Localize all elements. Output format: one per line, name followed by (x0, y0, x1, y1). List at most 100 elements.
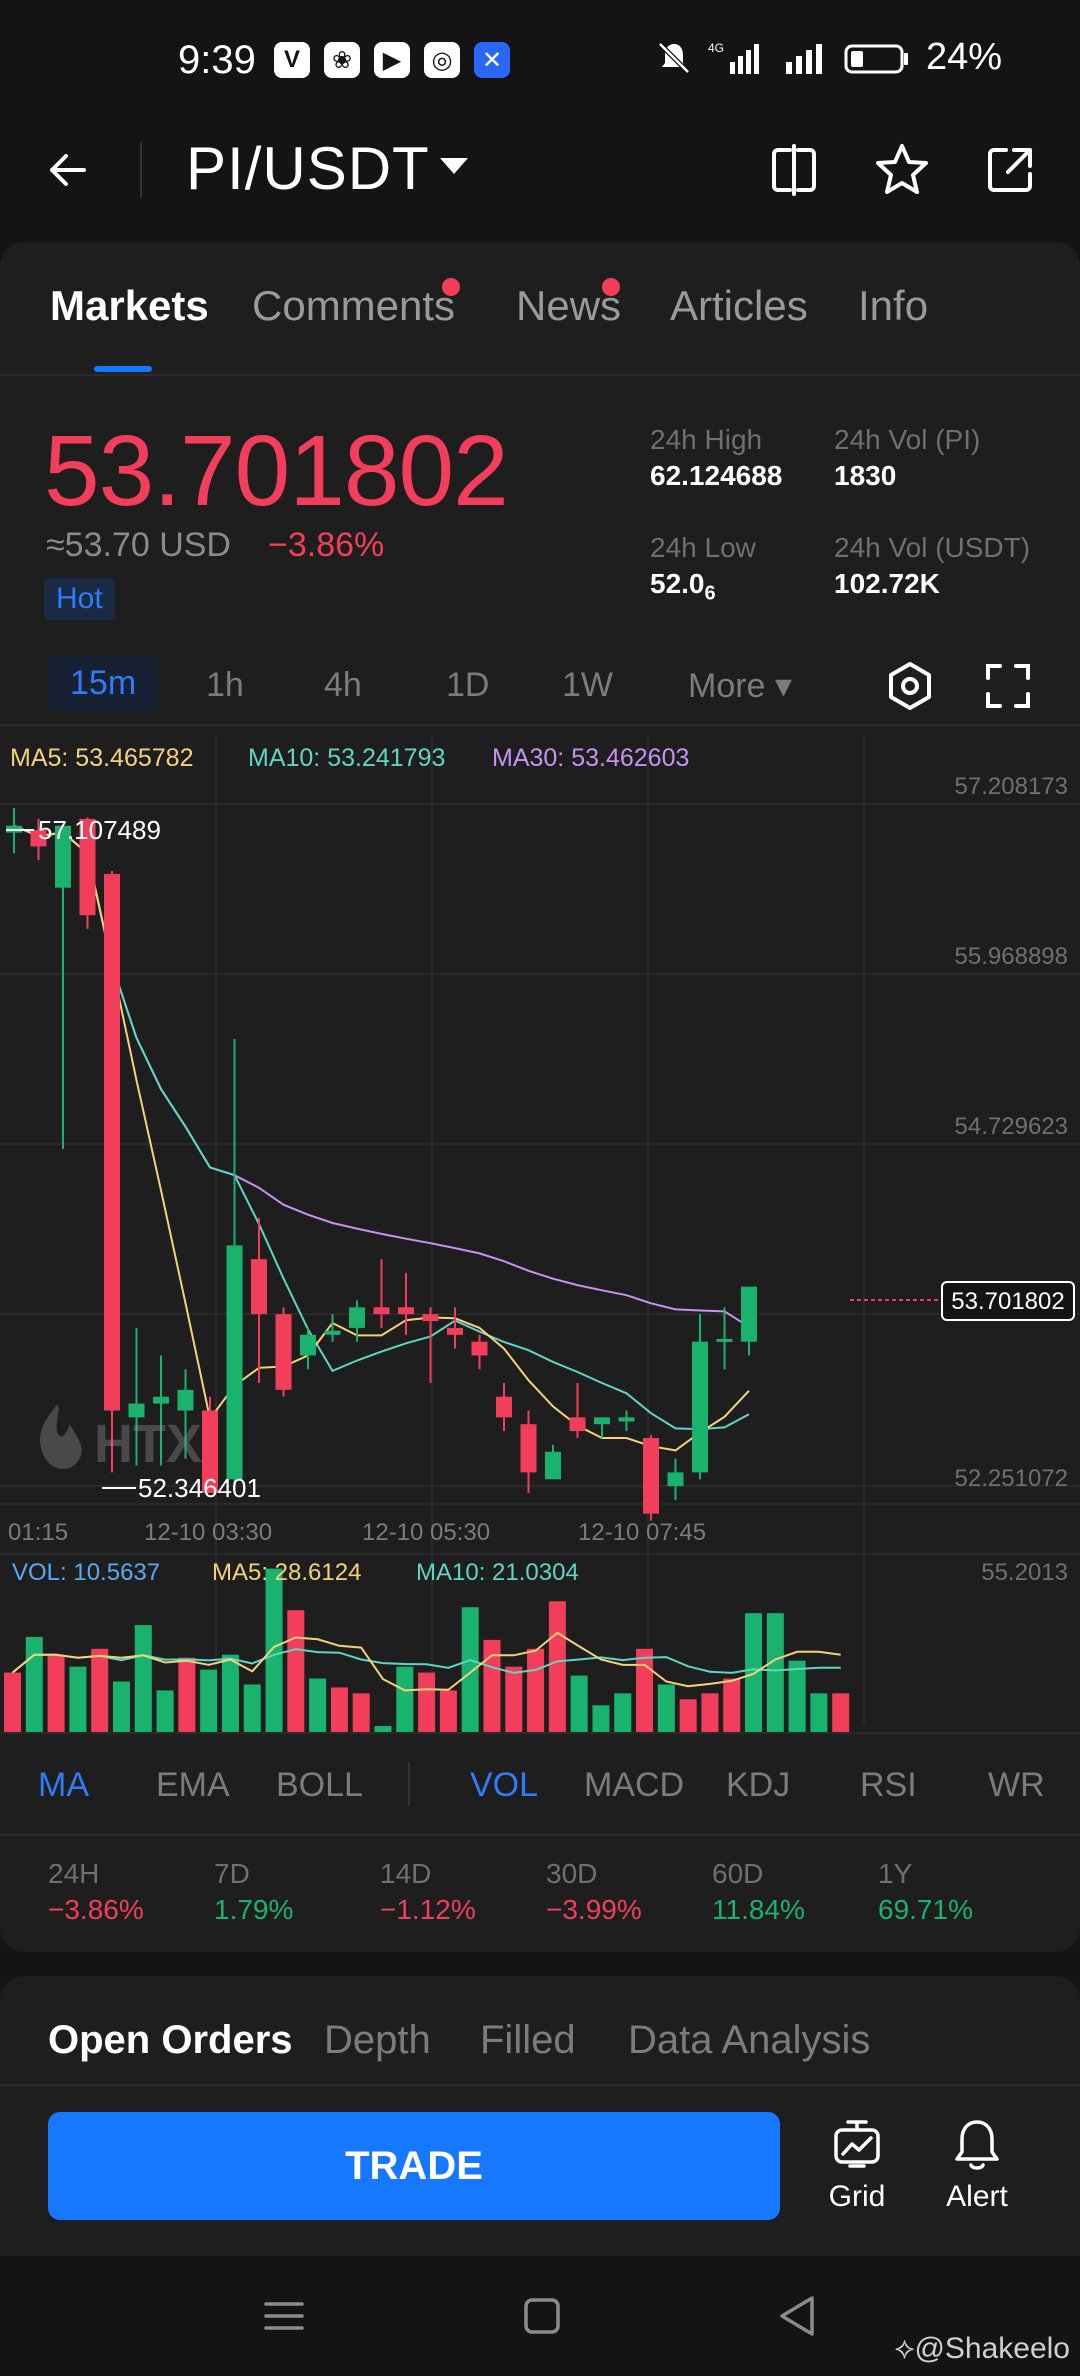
volume-bar (265, 1568, 283, 1732)
indicator-ema[interactable]: EMA (156, 1766, 230, 1804)
candle-body (104, 873, 120, 1411)
order-tabs: Open Orders Depth Filled Data Analysis (0, 1976, 1080, 2086)
clock: 9:39 (178, 38, 256, 82)
volume-bar (200, 1669, 218, 1732)
volume-bar (461, 1607, 479, 1732)
compare-icon[interactable] (764, 140, 824, 200)
ma5-line (13, 824, 750, 1452)
indicator-wr[interactable]: WR (988, 1766, 1045, 1804)
vol-usdt-value: 102.72K (834, 568, 940, 599)
time-axis-label: 12-10 05:30 (362, 1519, 490, 1546)
interval-1d[interactable]: 1D (446, 666, 490, 704)
volume-bar (69, 1666, 87, 1732)
candle-body (741, 1286, 757, 1342)
share-icon[interactable] (980, 140, 1040, 200)
ma10-legend: MA10: 53.241793 (248, 744, 445, 772)
time-axis-label: 01:15 (8, 1519, 68, 1546)
time-axis-label: 12-10 03:30 (144, 1519, 272, 1546)
trade-button[interactable]: TRADE (48, 2112, 780, 2220)
interval-1w[interactable]: 1W (562, 666, 613, 704)
back-arrow-icon[interactable] (40, 140, 100, 200)
volume-bar (352, 1693, 370, 1732)
vol-ma10-legend: MA10: 21.0304 (416, 1559, 579, 1586)
interval-more[interactable]: More ▾ (688, 667, 792, 705)
x-app-icon: ✕ (474, 42, 510, 78)
svg-text:HTX: HTX (94, 1414, 202, 1474)
candle-body (79, 818, 96, 916)
volume-bar (112, 1681, 130, 1732)
volume-bar (91, 1648, 109, 1732)
tab-info[interactable]: Info (858, 282, 929, 329)
watermark-text: ⟡@Shakeelo (894, 2332, 1070, 2365)
candle-body (349, 1307, 365, 1328)
caret-down-icon[interactable] (440, 158, 468, 174)
signal-4g-icon: 4G (708, 41, 759, 74)
price-change: −3.86% (268, 526, 385, 564)
interval-15m[interactable]: 15m (48, 656, 159, 711)
volume-bar (527, 1648, 545, 1732)
tab-depth[interactable]: Depth (324, 2018, 431, 2062)
max-price-label: 57.107489 (38, 815, 161, 845)
tab-articles[interactable]: Articles (670, 282, 808, 329)
high-value: 62.124688 (650, 460, 783, 491)
interval-4h[interactable]: 4h (324, 666, 362, 704)
interval-bar: 15m 1h 4h 1D 1W More ▾ (0, 646, 1080, 726)
volume-bar (221, 1654, 239, 1732)
indicator-vol[interactable]: VOL (470, 1766, 539, 1804)
alert-button[interactable]: Alert (922, 2116, 1032, 2214)
home-icon[interactable] (512, 2286, 572, 2346)
performance-row: 24H −3.86% 7D 1.79% 14D −1.12% 30D −3.99… (0, 1848, 1080, 1948)
pair-selector[interactable]: PI/USDT (186, 135, 430, 202)
perf-label: 7D (214, 1858, 250, 1889)
indicator-ma[interactable]: MA (38, 1766, 89, 1804)
tab-comments[interactable]: Comments (252, 282, 456, 329)
divider (140, 142, 142, 198)
volume-bar (374, 1726, 392, 1732)
tab-open-orders[interactable]: Open Orders (48, 2018, 293, 2062)
fullscreen-icon[interactable] (982, 660, 1034, 712)
candle-body (55, 825, 71, 888)
tab-markets[interactable]: Markets (50, 282, 209, 329)
indicator-kdj[interactable]: KDJ (726, 1766, 791, 1804)
chart-canvas[interactable]: HTX MA5: 53.465782 MA10: 53.241793 MA30:… (0, 734, 1080, 1732)
volume-bar (396, 1666, 414, 1732)
volume-bar (134, 1625, 152, 1732)
candle-body (545, 1451, 561, 1480)
hot-badge: Hot (44, 578, 115, 620)
price-axis-label: 54.729623 (955, 1113, 1068, 1140)
volume-bar (309, 1678, 327, 1732)
volume-bar (788, 1660, 806, 1732)
time-axis-label: 12-10 07:45 (578, 1519, 706, 1546)
candlestick-chart[interactable]: HTX MA5: 53.465782 MA10: 53.241793 MA30:… (0, 734, 1080, 1734)
grid-button[interactable]: Grid (802, 2116, 912, 2214)
active-tab-indicator (94, 366, 152, 372)
perf-value: −3.86% (48, 1894, 144, 1925)
tab-data-analysis[interactable]: Data Analysis (628, 2018, 871, 2062)
vol-pi-value: 1830 (834, 460, 897, 491)
star-icon[interactable] (872, 140, 932, 200)
volume-bar (570, 1675, 588, 1732)
alert-label: Alert (946, 2180, 1008, 2213)
interval-1h[interactable]: 1h (206, 666, 244, 704)
settings-icon[interactable] (884, 660, 936, 712)
candle-body (398, 1307, 414, 1315)
volume-bar (243, 1684, 261, 1732)
tab-filled[interactable]: Filled (480, 2018, 576, 2062)
candle-body (692, 1341, 708, 1473)
volume-bar (614, 1693, 632, 1732)
indicator-boll[interactable]: BOLL (276, 1766, 363, 1804)
candle-body (251, 1259, 267, 1315)
vol-legend: VOL: 10.5637 (12, 1559, 160, 1586)
price-axis-label: 57.208173 (955, 773, 1068, 800)
indicator-macd[interactable]: MACD (584, 1766, 685, 1804)
volume-bar (505, 1666, 523, 1732)
back-triangle-icon[interactable] (768, 2286, 828, 2346)
volume-bar (483, 1639, 501, 1732)
system-indicators: 4G 24% (656, 36, 1002, 79)
perf-label: 60D (712, 1858, 764, 1889)
candle-body (128, 1403, 145, 1418)
menu-icon[interactable] (254, 2286, 314, 2346)
candle-body (594, 1417, 610, 1425)
indicator-rsi[interactable]: RSI (860, 1766, 917, 1804)
volume-bar (832, 1693, 850, 1732)
